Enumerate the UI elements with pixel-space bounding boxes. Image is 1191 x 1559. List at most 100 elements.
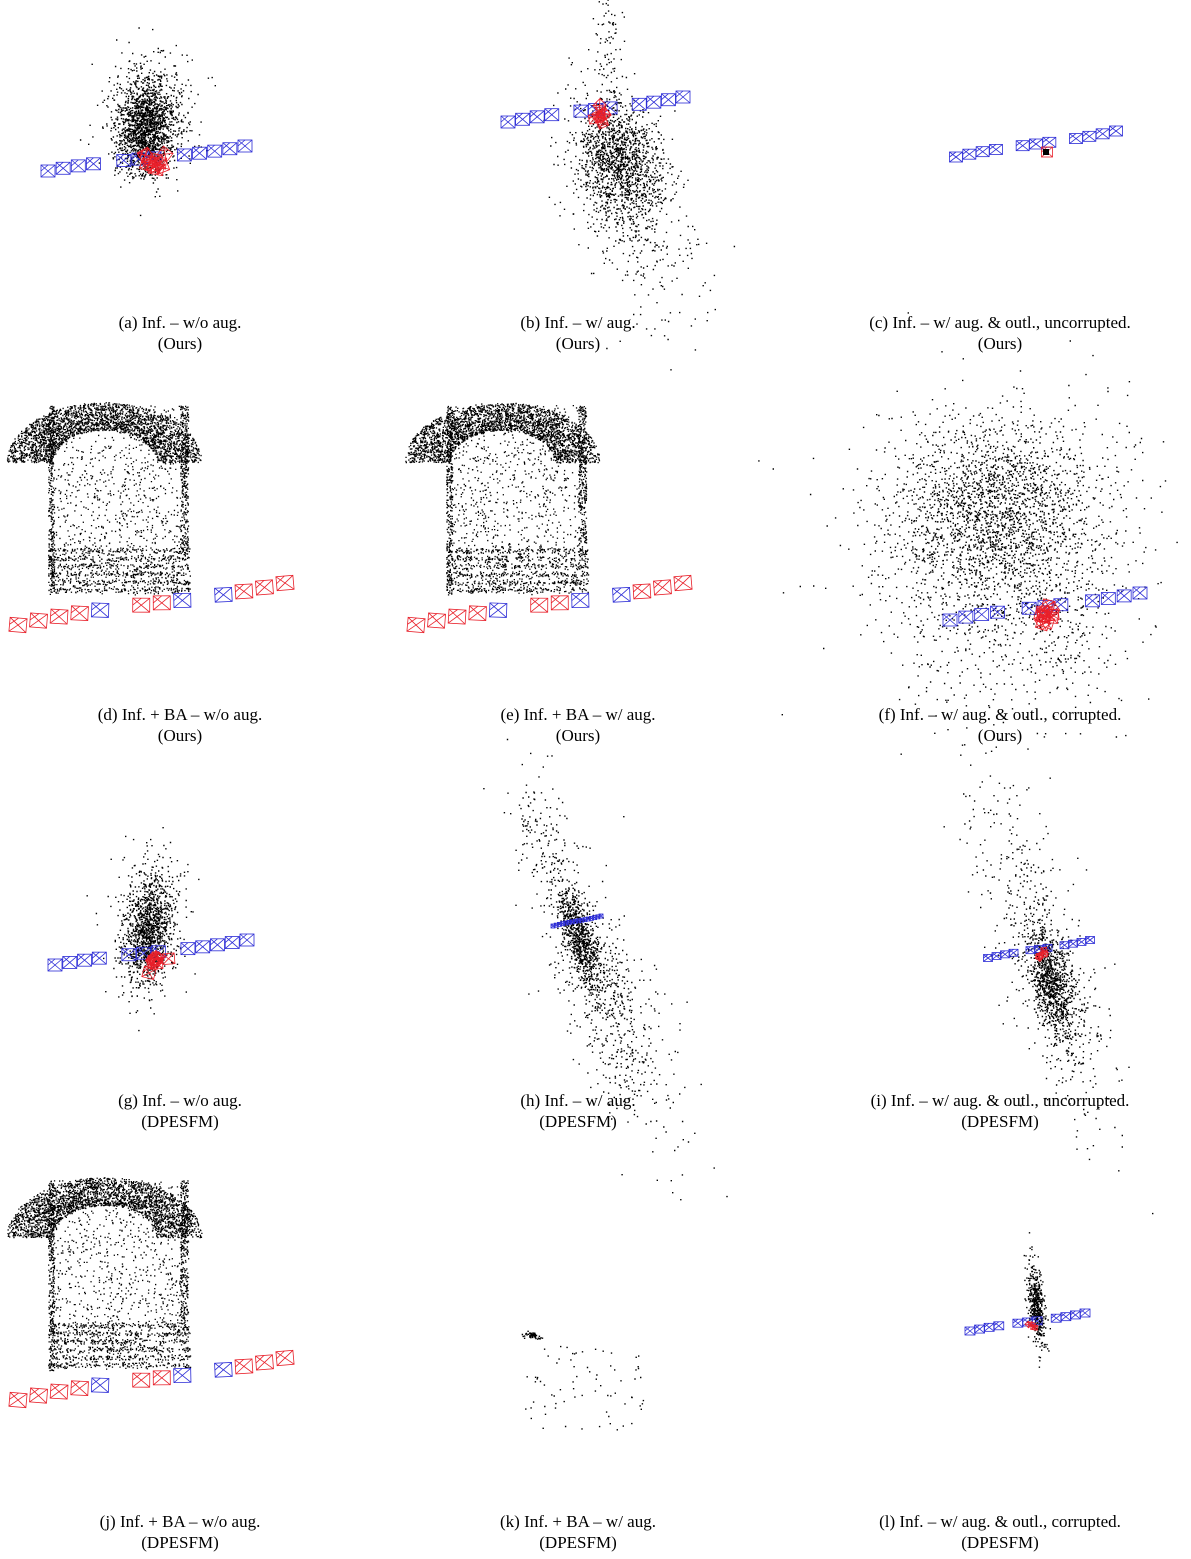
panel-a: (a) Inf. – w/o aug. (Ours)	[0, 0, 360, 390]
reconstruction-plot-c	[949, 125, 1123, 163]
caption-j-title: (j) Inf. + BA – w/o aug.	[99, 1512, 261, 1531]
camera-frustum-icon	[152, 1370, 171, 1386]
caption-b-title: (b) Inf. – w/ aug.	[520, 313, 636, 332]
camera-frustum-icon	[1053, 598, 1069, 612]
camera-frustum-icon	[132, 597, 151, 613]
camera-frustum-icon	[91, 602, 110, 618]
caption-f-title: (f) Inf. – w/ aug. & outl., corrupted.	[878, 705, 1122, 724]
camera-frustum-icon	[1076, 938, 1087, 946]
camera-frustum-icon	[991, 952, 1002, 960]
camera-frustum-icon	[406, 616, 426, 634]
camera-frustum-icon	[62, 956, 78, 969]
camera-frustum-icon	[993, 1321, 1005, 1331]
camera-frustum-icon	[990, 605, 1005, 619]
point-cloud	[7, 1177, 203, 1372]
camera-frustum-icon	[673, 574, 693, 592]
camera-frustum-icon	[653, 579, 672, 596]
camera-frustum-icon	[646, 95, 662, 109]
caption-e: (e) Inf. + BA – w/ aug. (Ours)	[398, 704, 758, 746]
panel-g: (g) Inf. – w/o aug. (DPESFM)	[0, 780, 360, 1170]
reconstruction-plot-i	[943, 705, 1154, 1215]
reconstruction-plot-k	[521, 1330, 645, 1431]
panel-k: (k) Inf. + BA – w/ aug. (DPESFM)	[398, 1165, 758, 1555]
camera-frustum-icon	[1059, 941, 1070, 950]
camera-frustum-icon	[77, 953, 92, 967]
point-cloud	[1023, 1232, 1051, 1368]
camera-frustum-icon	[989, 144, 1003, 155]
camera-frustum-icon	[597, 107, 612, 122]
reconstruction-plot-l	[964, 1232, 1091, 1368]
camera-frustum-icon	[1116, 589, 1132, 603]
caption-l-title: (l) Inf. – w/ aug. & outl., corrupted.	[879, 1512, 1121, 1531]
caption-j-method: (DPESFM)	[141, 1533, 219, 1552]
camera-frustum-icon	[675, 90, 691, 104]
camera-frustum-icon	[598, 913, 604, 919]
caption-e-title: (e) Inf. + BA – w/ aug.	[500, 705, 656, 724]
camera-frustum-icon	[234, 583, 254, 600]
camera-frustum-icon	[222, 142, 238, 156]
camera-frustum-icon	[1008, 948, 1019, 957]
camera-frustum-icon	[1070, 1310, 1081, 1320]
point-cloud	[113, 842, 188, 1015]
camera-frustum-icon	[1068, 939, 1078, 948]
camera-frustum-icon	[195, 940, 211, 954]
camera-frustum-icon	[1034, 945, 1044, 953]
caption-c: (c) Inf. – w/ aug. & outl., uncorrupted.…	[820, 312, 1180, 354]
caption-f: (f) Inf. – w/ aug. & outl., corrupted. (…	[820, 704, 1180, 746]
camera-frustum-icon	[1031, 1316, 1043, 1326]
camera-frustum-icon	[40, 164, 56, 178]
camera-frustum-icon	[489, 602, 508, 618]
camera-frustum-icon	[1000, 950, 1010, 959]
camera-frustum-icon	[447, 608, 467, 625]
reconstruction-plot-a	[40, 27, 253, 217]
camera-frustum-icon	[530, 597, 549, 613]
reconstruction-plot-j	[7, 1177, 295, 1409]
caption-a-title: (a) Inf. – w/o aug.	[118, 313, 242, 332]
panel-i: (i) Inf. – w/ aug. & outl., uncorrupted.…	[820, 705, 1180, 1215]
camera-frustum-icon	[210, 938, 225, 952]
panel-d: (d) Inf. + BA – w/o aug. (Ours)	[0, 390, 360, 780]
caption-i: (i) Inf. – w/ aug. & outl., uncorrupted.…	[820, 1090, 1180, 1132]
panel-f: (f) Inf. – w/ aug. & outl., corrupted. (…	[758, 312, 1180, 798]
point-cloud	[1000, 540, 1112, 718]
point-cloud	[535, 862, 611, 1017]
camera-frustum-icon	[141, 965, 157, 981]
camera-frustum-icon	[192, 146, 207, 160]
camera-frustum-icon	[1029, 138, 1043, 150]
point-cloud	[543, 32, 689, 254]
camera-frustum-icon	[47, 958, 63, 972]
camera-frustum-icon	[156, 145, 174, 163]
caption-a-method: (Ours)	[157, 334, 203, 353]
camera-frustum-icon	[1042, 136, 1057, 148]
reconstruction-plot-e	[405, 402, 693, 634]
camera-frustum-icon	[1060, 1312, 1072, 1322]
point-cloud	[1043, 149, 1049, 155]
camera-frustum-icon	[1021, 601, 1037, 615]
caption-g-method: (DPESFM)	[141, 1112, 219, 1131]
camera-frustum-icon	[1109, 125, 1123, 137]
point-cloud	[6, 402, 202, 596]
point-cloud	[984, 867, 1154, 1215]
camera-frustum-icon	[550, 595, 569, 611]
camera-frustum-icon	[544, 108, 560, 122]
caption-b: (b) Inf. – w/ aug. (Ours)	[398, 312, 758, 354]
camera-frustum-icon	[515, 112, 530, 126]
camera-frustum-icon	[1040, 946, 1048, 954]
camera-frustum-icon	[70, 1380, 89, 1396]
camera-frustum-icon	[8, 1391, 28, 1409]
camera-frustum-icon	[942, 613, 958, 627]
reconstruction-plot-g	[47, 827, 255, 1032]
camera-frustum-icon	[1085, 936, 1095, 944]
panel-h: (h) Inf. – w/ aug. (DPESFM)	[398, 738, 758, 1201]
camera-frustum-icon	[571, 592, 590, 609]
reconstruction-plot-d	[6, 402, 295, 634]
panel-c: (c) Inf. – w/ aug. & outl., uncorrupted.…	[820, 0, 1180, 390]
camera-frustum-icon	[1079, 1308, 1091, 1318]
camera-frustum-icon	[983, 1322, 995, 1332]
camera-frustum-icon	[275, 1349, 295, 1367]
camera-frustum-icon	[214, 587, 233, 603]
camera-frustum-icon	[214, 1362, 233, 1378]
camera-frustum-icon	[86, 157, 101, 171]
caption-g: (g) Inf. – w/o aug. (DPESFM)	[0, 1090, 360, 1132]
camera-frustum-icon	[983, 954, 993, 962]
